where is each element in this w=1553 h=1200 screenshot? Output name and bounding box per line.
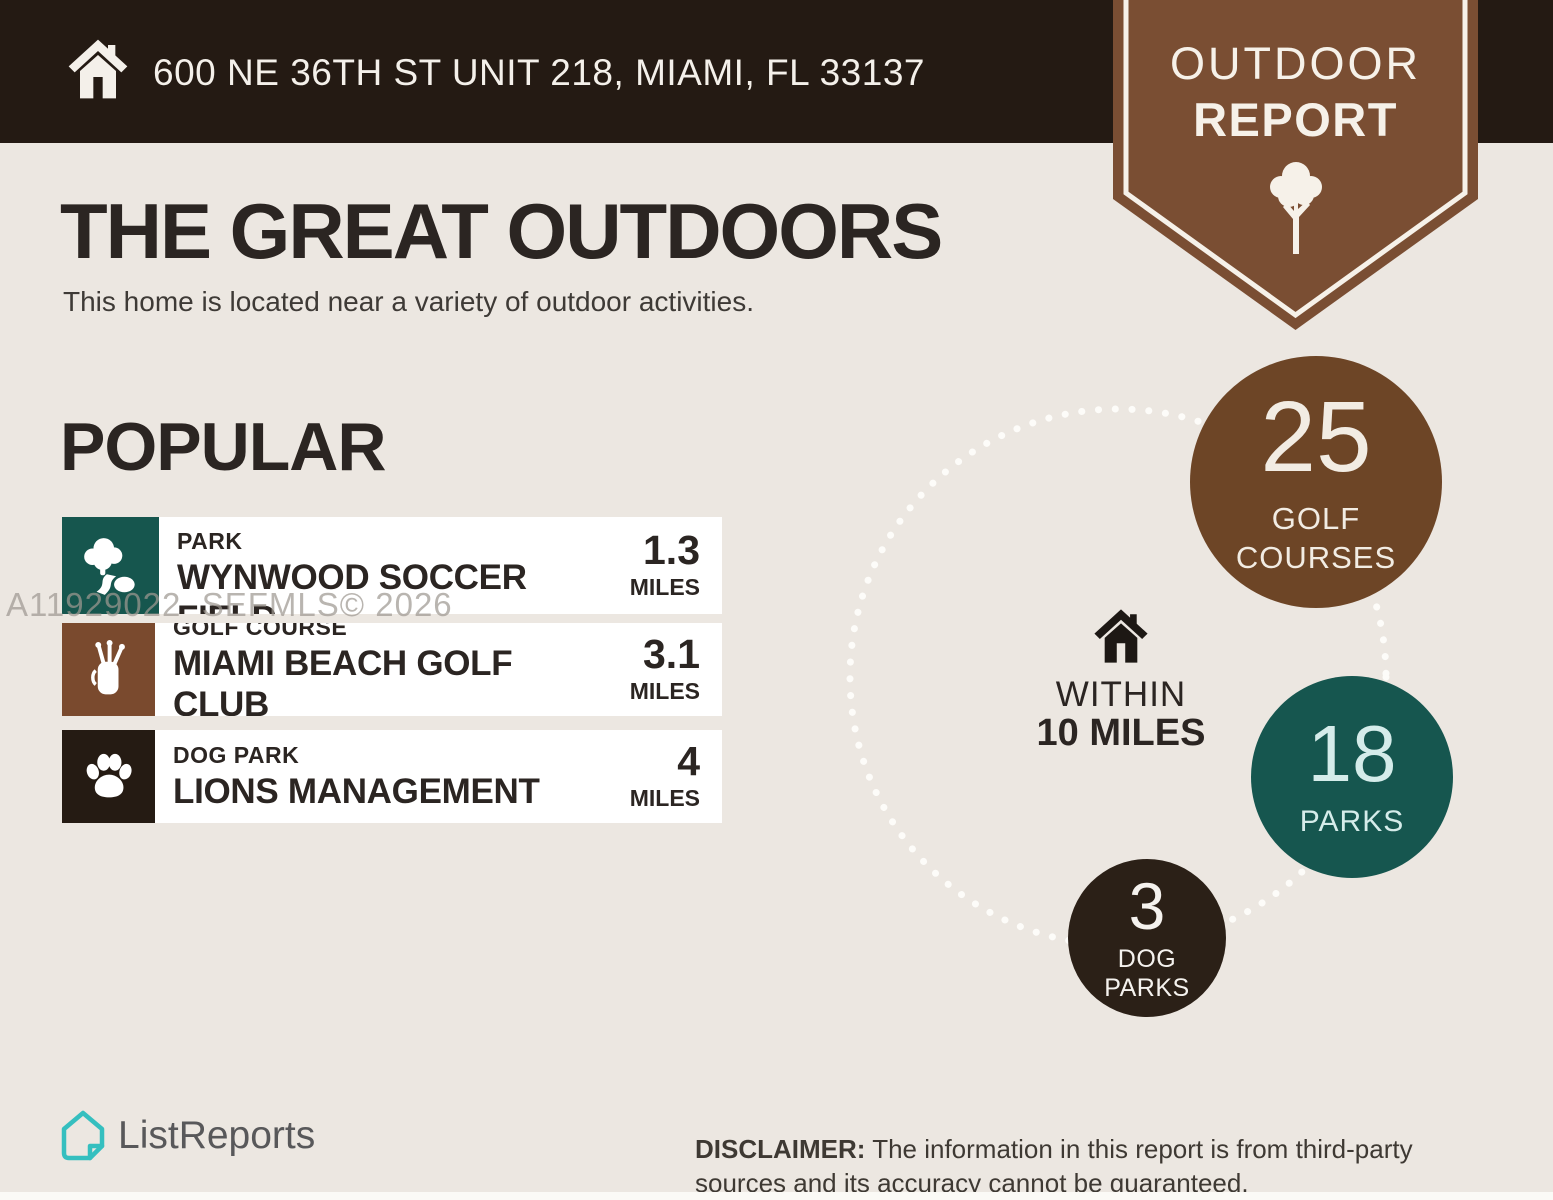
poi-text: PARK WYNWOOD SOCCER FIELD (159, 517, 590, 614)
dog-parks-count: 3 (1128, 868, 1166, 943)
disclaimer: DISCLAIMER: The information in this repo… (695, 1132, 1495, 1200)
distance-value: 1.3 (643, 527, 700, 573)
distance-unit: MILES (629, 785, 700, 811)
property-address: 600 NE 36TH ST UNIT 218, MIAMI, FL 33137 (153, 52, 925, 93)
poi-name: MIAMI BEACH GOLF CLUB (173, 644, 513, 716)
badge-title-line1: OUTDOOR (1170, 38, 1421, 89)
golf-courses-label: GOLF COURSES (1235, 500, 1397, 575)
distance-unit: MILES (629, 574, 700, 600)
outdoor-report-badge: OUTDOOR REPORT (1113, 0, 1478, 330)
golf-courses-stat-circle: 25 GOLF COURSES (1190, 356, 1442, 608)
poi-row-park: PARK WYNWOOD SOCCER FIELD 1.3 MILES (62, 517, 722, 614)
poi-distance: 4 MILES (590, 730, 722, 823)
tree-icon (1270, 162, 1322, 254)
poi-text: GOLF COURSE MIAMI BEACH GOLF CLUB (155, 623, 590, 716)
page-title: THE GREAT OUTDOORS (60, 187, 943, 275)
golf-bag-icon (90, 639, 125, 695)
listreports-brand: ListReports (118, 1114, 316, 1157)
poi-category: PARK (177, 528, 243, 554)
poi-row-golf-course: GOLF COURSE MIAMI BEACH GOLF CLUB 3.1 MI… (62, 623, 722, 716)
golf-courses-count: 25 (1260, 380, 1372, 493)
poi-row-dog-park: DOG PARK LIONS MANAGEMENT 4 MILES (62, 730, 722, 823)
within-label: WITHIN (1055, 675, 1187, 714)
poi-text: DOG PARK LIONS MANAGEMENT (155, 730, 590, 823)
golf-tile (62, 623, 155, 716)
park-tree-path-icon (83, 537, 135, 595)
poi-category: DOG PARK (173, 741, 300, 768)
distance-value: 3.1 (643, 631, 700, 677)
home-icon (68, 39, 128, 99)
poi-name: LIONS MANAGEMENT (173, 771, 540, 811)
poi-category: GOLF COURSE (173, 623, 348, 640)
park-tile (62, 517, 159, 614)
distance-value: 4 (677, 738, 700, 784)
popular-heading: POPULAR (60, 409, 386, 485)
parks-label: PARKS (1299, 805, 1405, 838)
dog-park-tile (62, 730, 155, 823)
poi-distance: 1.3 MILES (590, 517, 722, 614)
dog-parks-stat-circle: 3 DOG PARKS (1068, 859, 1226, 1017)
disclaimer-label: DISCLAIMER: (695, 1134, 866, 1164)
poi-distance: 3.1 MILES (590, 623, 722, 716)
distance-unit: MILES (629, 678, 700, 704)
within-miles-label: 10 MILES (1036, 712, 1206, 754)
parks-count: 18 (1307, 709, 1397, 798)
bottom-strip (0, 1192, 1553, 1200)
poi-name: WYNWOOD SOCCER FIELD (177, 558, 527, 614)
mls-watermark: A11929022 SEFMLS© 2026 (6, 586, 453, 623)
paw-icon (86, 753, 132, 798)
page-subtitle: This home is located near a variety of o… (63, 286, 755, 317)
parks-stat-circle: 18 PARKS (1251, 676, 1453, 878)
house-icon (1094, 609, 1148, 663)
listreports-house-icon (61, 1110, 105, 1161)
badge-title-line2: REPORT (1193, 93, 1398, 146)
dog-parks-label: DOG PARKS (1104, 944, 1190, 1003)
